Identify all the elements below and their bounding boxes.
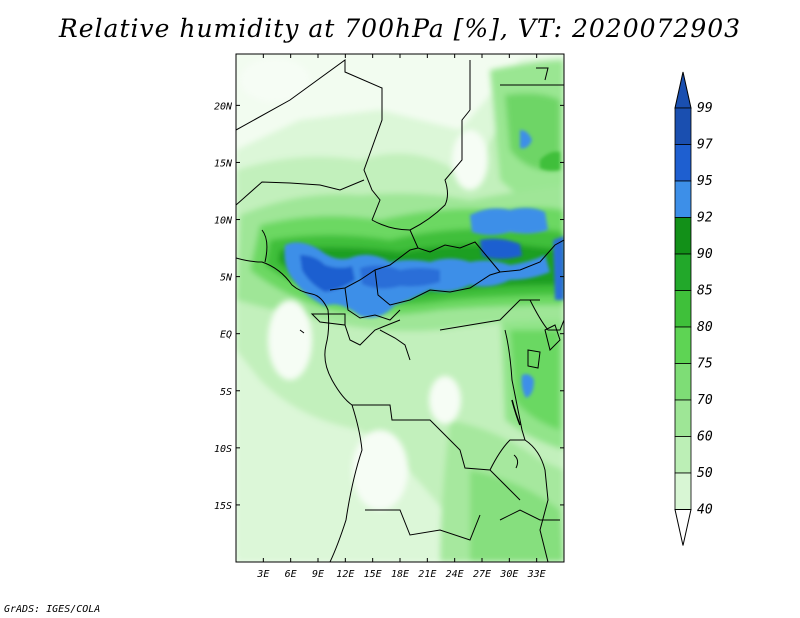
colorbar-label: 75 [697,357,713,372]
lat-tick-label: 15N [214,158,233,169]
colorbar-label: 95 [697,174,713,189]
country-borders [236,59,564,562]
lat-tick-label: EQ [220,330,232,341]
lon-tick-label: 18E [391,569,409,580]
lon-tick-label: 21E [418,569,436,580]
colorbar-label: 85 [697,284,713,299]
colorbar-box [674,180,692,218]
colorbar-label: 70 [697,393,713,408]
map-title: Relative humidity at 700hPa [%], VT: 202… [58,14,742,43]
colorbar: 99 97 95 92 90 85 80 75 70 60 50 40 [674,71,713,546]
colorbar-label: 99 [697,101,713,116]
lon-tick-label: 33E [527,569,546,580]
lon-tick-label: 12E [336,569,354,580]
colorbar-label: 90 [697,247,713,262]
lon-tick-label: 27E [473,569,491,580]
colorbar-box [674,363,692,401]
colorbar-box [674,290,692,328]
lon-tick-label: 9E [312,569,324,580]
colorbar-top-arrow [674,71,692,109]
lat-tick-label: 15S [214,501,232,512]
colorbar-label: 60 [697,430,713,445]
map-axes: 3E 6E 9E 12E 15E 18E 21E 24E 27E 30E 33E 20N 15N 10N 5… [214,54,564,580]
colorbar-label: 50 [697,466,713,481]
lon-tick-label: 15E [364,569,382,580]
humidity-field [236,54,564,562]
colorbar-label: 80 [697,320,713,335]
lat-tick-label: 20N [214,101,233,112]
colorbar-label: 40 [697,503,713,518]
lat-tick-label: 5N [220,273,233,284]
colorbar-box [674,326,692,364]
lon-tick-label: 3E [256,569,269,580]
lon-tick-label: 6E [285,569,297,580]
grads-credit: GrADS: IGES/COLA [4,604,101,615]
colorbar-box [674,253,692,291]
colorbar-box [674,107,692,145]
colorbar-box [674,399,692,437]
colorbar-label: 97 [697,138,713,153]
colorbar-box [674,144,692,182]
colorbar-bottom-arrow [674,509,692,546]
colorbar-label: 92 [697,211,713,226]
lat-tick-label: 10S [214,444,232,455]
lat-tick-label: 5S [220,387,232,398]
colorbar-box [674,472,692,510]
lon-tick-label: 30E [499,569,518,580]
lon-tick-label: 24E [446,569,464,580]
lat-tick-label: 10N [214,216,233,227]
colorbar-box [674,217,692,255]
colorbar-box [674,436,692,474]
